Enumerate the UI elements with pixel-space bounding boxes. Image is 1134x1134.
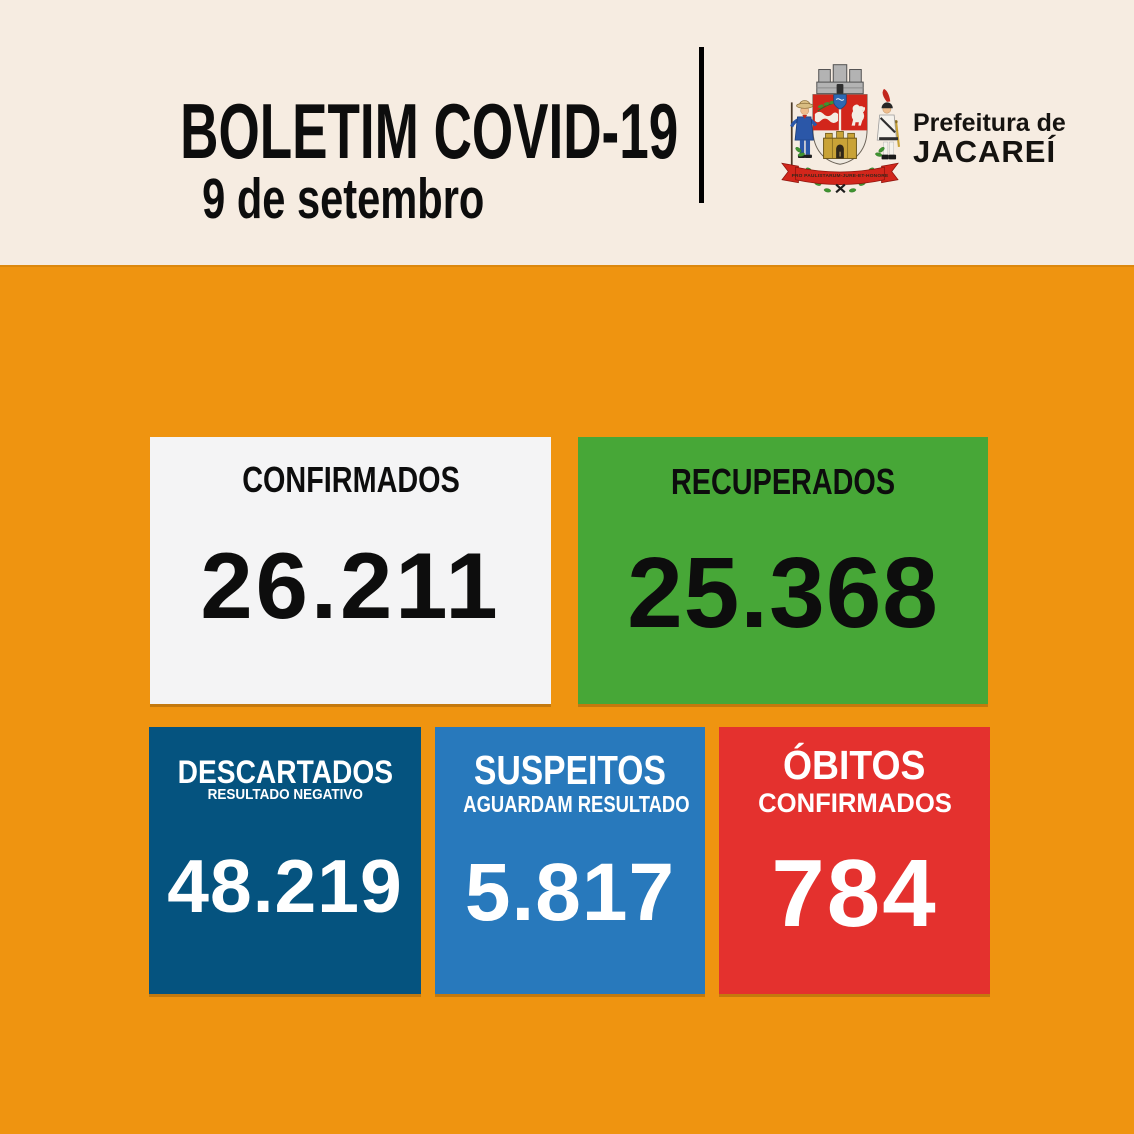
card-suspeitos: SUSPEITOS AGUARDAM RESULTADO 5.817 bbox=[435, 727, 705, 994]
card-descartados-value: 48.219 bbox=[167, 844, 403, 928]
card-descartados: DESCARTADOS RESULTADO NEGATIVO 48.219 bbox=[149, 727, 421, 994]
motto-text: PRO PAULISTARUM-JURE-ET-HONORE bbox=[792, 173, 889, 179]
card-suspeitos-label: SUSPEITOS bbox=[435, 750, 705, 791]
card-confirmados-label-text: CONFIRMADOS bbox=[241, 459, 460, 500]
page-title: BOLETIM COVID-19 bbox=[63, 92, 678, 170]
card-obitos: ÓBITOS CONFIRMADOS 784 bbox=[719, 727, 990, 994]
card-obitos-label: ÓBITOS bbox=[719, 745, 990, 786]
card-descartados-label: DESCARTADOS bbox=[149, 756, 421, 788]
card-suspeitos-label-text: SUSPEITOS bbox=[474, 747, 666, 793]
org-name-line1: Prefeitura de bbox=[913, 109, 1066, 137]
vertical-divider bbox=[699, 47, 704, 203]
castle-icon bbox=[823, 131, 857, 159]
card-descartados-sublabel: RESULTADO NEGATIVO bbox=[149, 787, 421, 802]
header-band: BOLETIM COVID-19 9 de setembro bbox=[0, 0, 1134, 265]
card-obitos-label-text: ÓBITOS bbox=[783, 742, 926, 788]
card-obitos-sublabel: CONFIRMADOS bbox=[719, 790, 990, 817]
card-confirmados-label: CONFIRMADOS bbox=[150, 462, 551, 498]
jacarei-coat-of-arms-icon: PRO PAULISTARUM-JURE-ET-HONORE bbox=[781, 64, 901, 194]
org-name-line2: JACAREÍ bbox=[913, 134, 1057, 169]
card-suspeitos-value: 5.817 bbox=[464, 847, 676, 938]
card-suspeitos-sublabel-text: AGUARDAM RESULTADO bbox=[463, 791, 690, 817]
card-obitos-sublabel-text: CONFIRMADOS bbox=[757, 788, 952, 818]
motto-ribbon-icon: PRO PAULISTARUM-JURE-ET-HONORE bbox=[781, 162, 899, 194]
bulletin-date: 9 de setembro bbox=[63, 171, 623, 228]
card-descartados-label-text: DESCARTADOS bbox=[177, 754, 393, 790]
card-confirmados-value: 26.211 bbox=[200, 533, 501, 638]
page-title-text: BOLETIM COVID-19 bbox=[180, 87, 679, 175]
card-obitos-value: 784 bbox=[771, 840, 938, 947]
mural-crown-icon bbox=[816, 64, 864, 95]
card-descartados-sublabel-text: RESULTADO NEGATIVO bbox=[207, 786, 363, 803]
card-recuperados-label: RECUPERADOS bbox=[578, 464, 988, 500]
bandeirante-supporter-icon bbox=[790, 100, 818, 167]
bulletin-date-text: 9 de setembro bbox=[201, 167, 485, 231]
card-confirmados: CONFIRMADOS 26.211 bbox=[150, 437, 551, 704]
card-recuperados-label-text: RECUPERADOS bbox=[670, 461, 896, 502]
card-suspeitos-sublabel: AGUARDAM RESULTADO bbox=[435, 793, 705, 816]
soldier-supporter-icon bbox=[876, 88, 901, 160]
card-recuperados: RECUPERADOS 25.368 bbox=[578, 437, 988, 704]
card-recuperados-value: 25.368 bbox=[627, 537, 939, 649]
org-name: Prefeitura de JACAREÍ bbox=[913, 110, 1133, 167]
shield-icon bbox=[812, 94, 868, 165]
